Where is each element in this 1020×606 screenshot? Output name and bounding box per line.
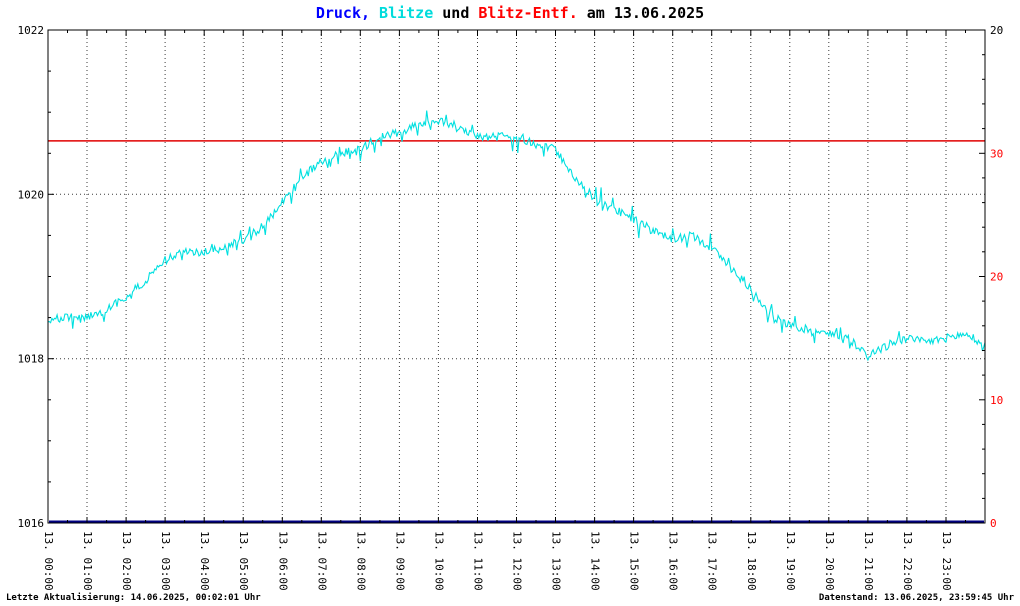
x-axis-label: 13. 17:00 (706, 531, 719, 591)
druck-trace (47, 110, 986, 362)
x-axis-label: 13. 01:00 (81, 531, 94, 591)
x-axis-label: 13. 16:00 (667, 531, 680, 591)
chart-title: Druck, Blitze und Blitz-Entf. am 13.06.2… (0, 4, 1020, 22)
data-state-text: Datenstand: 13.06.2025, 23:59:45 Uhr (818, 593, 1014, 603)
title-date: am 13.06.2025 (577, 4, 705, 22)
x-axis-label: 13. 06:00 (276, 531, 289, 591)
y-left-label: 1018 (18, 353, 45, 366)
x-axis-label: 13. 12:00 (511, 531, 524, 591)
x-axis-label: 13. 04:00 (198, 531, 211, 591)
x-axis-label: 13. 19:00 (784, 531, 797, 591)
x-axis-label: 13. 13:00 (550, 531, 563, 591)
y-left-label: 1022 (18, 24, 45, 37)
y-right-label: 0 (990, 517, 997, 530)
y-left-label: 1016 (18, 517, 45, 530)
x-axis-label: 13. 05:00 (237, 531, 250, 591)
y-right-label: 10 (990, 394, 1003, 407)
x-axis-label: 13. 02:00 (120, 531, 133, 591)
x-axis-label: 13. 21:00 (862, 531, 875, 591)
x-axis-label: 13. 20:00 (823, 531, 836, 591)
x-axis-label: 13. 00:00 (42, 531, 55, 591)
x-axis-label: 13. 08:00 (354, 531, 367, 591)
x-axis-label: 13. 03:00 (159, 531, 172, 591)
x-axis-label: 13. 23:00 (940, 531, 953, 591)
x-axis-label: 13. 14:00 (589, 531, 602, 591)
last-update-text: Letzte Aktualisierung: 14.06.2025, 00:02… (6, 593, 261, 603)
y-right-label: 20 (990, 271, 1003, 284)
title-blitz-entf: Blitz-Entf. (478, 4, 578, 22)
title-blitze: Blitze (370, 4, 434, 22)
x-axis-label: 13. 22:00 (901, 531, 914, 591)
title-druck: Druck, (315, 4, 371, 22)
y-right-top-label: 20 (990, 24, 1003, 37)
x-axis-label: 13. 15:00 (628, 531, 641, 591)
x-axis-label: 13. 09:00 (393, 531, 406, 591)
plot-border (47, 29, 986, 524)
x-axis-label: 13. 10:00 (432, 531, 445, 591)
y-right-label: 30 (990, 147, 1003, 160)
x-axis-label: 13. 07:00 (315, 531, 328, 591)
x-axis-label: 13. 18:00 (745, 531, 758, 591)
x-axis-label: 13. 11:00 (472, 531, 485, 591)
y-left-label: 1020 (18, 188, 45, 201)
title-und: und (433, 4, 479, 22)
